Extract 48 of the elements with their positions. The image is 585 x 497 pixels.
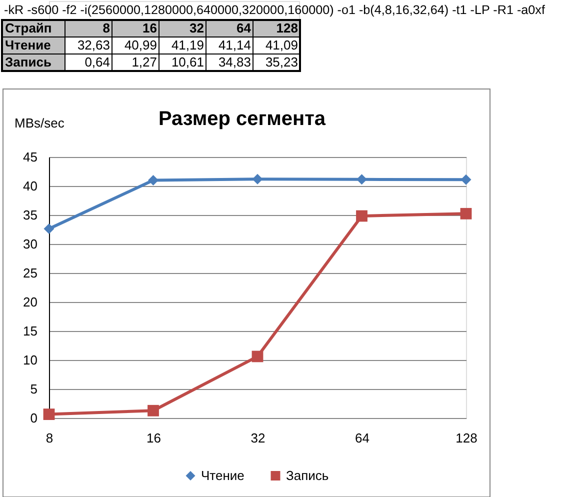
- y-tick-label: 15: [23, 324, 38, 338]
- text: 0,64: [84, 54, 110, 70]
- point: [148, 404, 159, 416]
- point: [356, 210, 368, 222]
- point: [252, 174, 263, 184]
- y-tick-label: 35: [23, 208, 38, 222]
- y-tick-label: 0: [30, 410, 38, 426]
- x-tick-label: 32: [250, 430, 266, 446]
- chart-title: Размер сегмента: [158, 108, 326, 130]
- y-tick-label: 5: [30, 382, 38, 396]
- point: [460, 208, 472, 220]
- category-label: 16: [142, 20, 157, 36]
- y-axis-title: MBs/sec: [14, 116, 65, 130]
- text: 34,83: [218, 54, 251, 70]
- category-label: 64: [236, 20, 252, 36]
- text: -kR -s600 -f2 -i(2560000,1280000,640000,320000,160000) -o1 -b(4,8,16,32,64) -t1 -LP -R1 -a0xf: [4, 3, 546, 17]
- y-tick-label: 40: [23, 178, 38, 194]
- text: 41,19: [171, 38, 204, 52]
- x-tick-label: 16: [146, 430, 161, 446]
- category-label: 32: [190, 20, 204, 36]
- category-label: Чтение: [5, 38, 51, 52]
- point: [148, 175, 158, 186]
- x-tick-label: 8: [46, 430, 54, 446]
- category-label: Запись: [5, 54, 52, 70]
- text: 41,09: [265, 38, 298, 52]
- y-tick-label: 20: [23, 294, 38, 310]
- category-label: 8: [102, 20, 110, 36]
- category-label: 128: [276, 20, 298, 36]
- y-tick-label: 10: [23, 352, 38, 368]
- text: 35,23: [265, 54, 298, 70]
- legend-label: Запись: [286, 468, 329, 483]
- point: [252, 350, 264, 362]
- point: [43, 408, 55, 420]
- point: [356, 174, 367, 185]
- y-tick-label: 45: [23, 150, 38, 164]
- y-tick-label: 25: [23, 266, 38, 280]
- y-tick-label: 30: [23, 236, 38, 252]
- text: 1,27: [132, 54, 157, 70]
- text: 10,61: [171, 54, 204, 70]
- text: 40,99: [124, 38, 157, 52]
- point: [44, 224, 54, 234]
- x-tick-label: 128: [456, 430, 478, 446]
- point: [460, 174, 472, 185]
- text: 32,63: [77, 38, 110, 52]
- text: Страйп: [5, 20, 52, 36]
- text: 41,14: [218, 38, 251, 52]
- x-tick-label: 64: [355, 430, 370, 446]
- legend-label: Чтение: [201, 468, 244, 483]
